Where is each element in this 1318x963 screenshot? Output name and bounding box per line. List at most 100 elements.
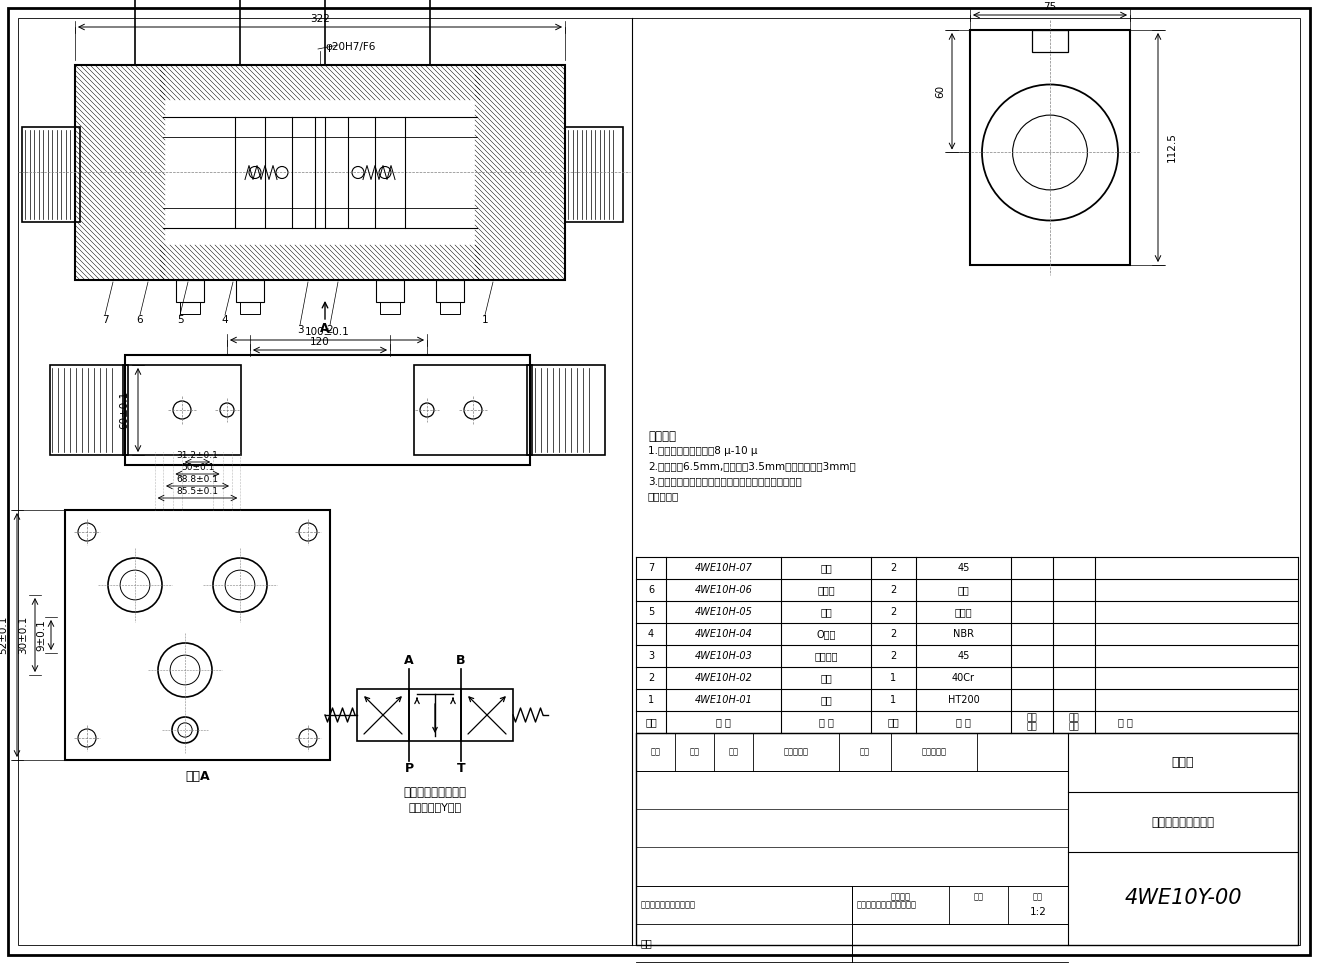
Bar — [414, 365, 532, 455]
Text: NBR: NBR — [953, 629, 974, 639]
Text: 三位四通电磁换向阀: 三位四通电磁换向阀 — [403, 787, 467, 799]
Text: 7: 7 — [648, 563, 654, 573]
Text: 视图A: 视图A — [186, 769, 210, 783]
Text: 阶段标记: 阶段标记 — [891, 893, 911, 901]
Bar — [409, 689, 461, 741]
Text: 60±0.1: 60±0.1 — [119, 391, 129, 429]
Text: 2: 2 — [891, 629, 896, 639]
Text: 4WE10H-07: 4WE10H-07 — [695, 563, 753, 573]
Text: 3.装配完成后要进行耐压试验、性能试验、机能试验、: 3.装配完成后要进行耐压试验、性能试验、机能试验、 — [648, 476, 801, 486]
Text: 1: 1 — [481, 315, 488, 325]
Bar — [326, 0, 430, 65]
Text: HT200: HT200 — [948, 695, 979, 705]
Bar — [1032, 30, 1068, 52]
Text: 1.阀体与阀芯配合间隙8 μ-10 μ: 1.阀体与阀芯配合间隙8 μ-10 μ — [648, 446, 758, 456]
Text: 1:2: 1:2 — [1029, 907, 1046, 918]
Text: 4WE10Y-00: 4WE10Y-00 — [1124, 888, 1242, 908]
Text: 4: 4 — [221, 315, 228, 325]
Text: 审核: 审核 — [641, 938, 652, 948]
Text: 75: 75 — [1044, 2, 1057, 12]
Text: 31.2±0.1: 31.2±0.1 — [177, 451, 219, 459]
Bar — [177, 280, 204, 302]
Text: A: A — [405, 655, 414, 667]
Bar — [376, 280, 405, 302]
Text: 代 号: 代 号 — [716, 717, 731, 727]
Text: 阀体: 阀体 — [820, 695, 832, 705]
Text: 112.5: 112.5 — [1166, 133, 1177, 163]
Text: 比例: 比例 — [1033, 893, 1043, 901]
Text: 重量: 重量 — [1027, 722, 1037, 732]
Text: B: B — [456, 655, 465, 667]
Text: 3: 3 — [648, 651, 654, 661]
Text: 序号: 序号 — [645, 717, 656, 727]
Text: 322: 322 — [310, 14, 330, 24]
Text: 40Cr: 40Cr — [952, 673, 975, 683]
Text: 4: 4 — [648, 629, 654, 639]
Text: 弹簧垫片: 弹簧垫片 — [815, 651, 838, 661]
Bar — [65, 510, 330, 760]
Text: 技术要求: 技术要求 — [648, 430, 676, 443]
Text: 数量: 数量 — [887, 717, 899, 727]
Text: 2: 2 — [648, 673, 654, 683]
Text: 7: 7 — [101, 315, 108, 325]
Text: 装配图: 装配图 — [1172, 756, 1194, 769]
Text: 2: 2 — [891, 607, 896, 617]
Text: O型圈: O型圈 — [816, 629, 836, 639]
Text: 4WE10H-04: 4WE10H-04 — [695, 629, 753, 639]
Text: 组件: 组件 — [958, 585, 969, 595]
Bar — [440, 302, 460, 314]
Bar — [637, 733, 1298, 945]
Text: 单件: 单件 — [1027, 714, 1037, 722]
Text: 2.阀芯行程6.5mm,封油长度3.5mm，最大开口量3mm；: 2.阀芯行程6.5mm,封油长度3.5mm，最大开口量3mm； — [648, 461, 855, 471]
Text: 50±0.1: 50±0.1 — [181, 462, 215, 472]
Bar — [123, 365, 241, 455]
Bar — [134, 0, 240, 65]
Text: 标准化（签名）（年月日）: 标准化（签名）（年月日） — [857, 900, 917, 909]
Bar — [380, 302, 399, 314]
Text: 年、月、日: 年、月、日 — [921, 747, 946, 757]
Bar — [357, 689, 409, 741]
Text: 4WE10H-03: 4WE10H-03 — [695, 651, 753, 661]
Text: 电磁铁: 电磁铁 — [817, 585, 834, 595]
Text: 弹簧: 弹簧 — [820, 607, 832, 617]
Bar — [181, 302, 200, 314]
Text: 52±0.1: 52±0.1 — [0, 615, 8, 654]
Text: 阀芯: 阀芯 — [820, 673, 832, 683]
Text: P: P — [405, 763, 414, 775]
Text: 材 料: 材 料 — [956, 717, 971, 727]
Text: 45: 45 — [957, 563, 970, 573]
Text: 68.8±0.1: 68.8±0.1 — [177, 475, 219, 483]
Bar — [75, 65, 565, 280]
Text: 备 注: 备 注 — [1118, 717, 1132, 727]
Text: 1: 1 — [891, 695, 896, 705]
Bar — [240, 302, 260, 314]
Text: 100±0.1: 100±0.1 — [304, 327, 349, 337]
Bar — [436, 280, 464, 302]
Text: 疲劳试验。: 疲劳试验。 — [648, 491, 679, 501]
Text: 4WE10H-06: 4WE10H-06 — [695, 585, 753, 595]
Text: 5: 5 — [177, 315, 183, 325]
Text: 45: 45 — [957, 651, 970, 661]
Text: A: A — [320, 322, 330, 334]
Text: 重量: 重量 — [1069, 722, 1079, 732]
Text: 名 称: 名 称 — [818, 717, 833, 727]
Text: 更改文件号: 更改文件号 — [783, 747, 808, 757]
Text: 3: 3 — [297, 325, 303, 335]
Text: 2: 2 — [891, 563, 896, 573]
Bar — [22, 127, 80, 222]
Text: 60: 60 — [934, 85, 945, 98]
Text: 弹簧钢: 弹簧钢 — [954, 607, 973, 617]
Text: 2: 2 — [891, 651, 896, 661]
Text: 6: 6 — [137, 315, 144, 325]
Text: 设计（签名）（年月日）: 设计（签名）（年月日） — [641, 900, 696, 909]
Text: 5: 5 — [648, 607, 654, 617]
Text: φ20H7/F6: φ20H7/F6 — [326, 42, 376, 52]
Text: 2: 2 — [327, 325, 333, 335]
Text: 4WE10H-05: 4WE10H-05 — [695, 607, 753, 617]
Text: 4WE10H-01: 4WE10H-01 — [695, 695, 753, 705]
Text: 4WE10H-02: 4WE10H-02 — [695, 673, 753, 683]
Text: （中位机能Y型）: （中位机能Y型） — [409, 802, 461, 812]
Bar — [125, 355, 530, 465]
Text: 三位四通电磁换向阀: 三位四通电磁换向阀 — [1152, 816, 1214, 828]
Text: 签名: 签名 — [859, 747, 870, 757]
